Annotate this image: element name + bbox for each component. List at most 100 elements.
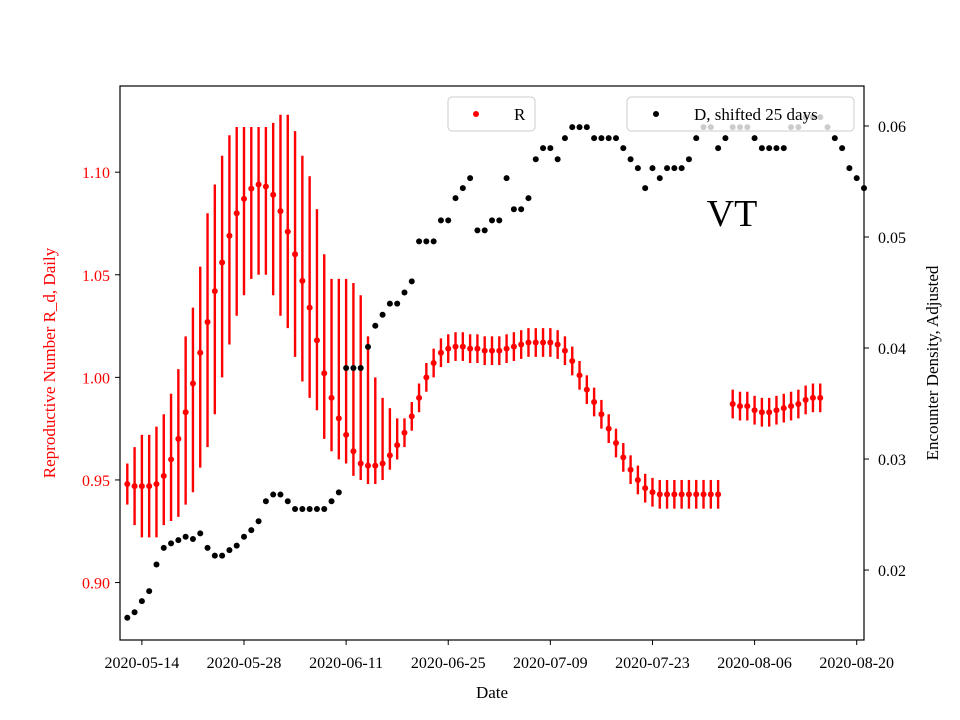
y-right-tick-label: 0.03: [878, 452, 906, 469]
legend-r-marker: [473, 111, 479, 117]
r-point: [241, 195, 247, 202]
d-point: [146, 588, 153, 595]
d-point: [386, 300, 393, 307]
r-point: [175, 435, 182, 442]
d-point: [233, 542, 240, 549]
d-point: [540, 145, 547, 152]
r-point: [124, 481, 131, 488]
r-point: [788, 403, 795, 410]
r-point: [189, 380, 196, 387]
y-right-tick-label: 0.05: [878, 230, 906, 247]
d-point: [328, 498, 335, 505]
d-point: [365, 343, 371, 350]
d-point: [532, 156, 539, 163]
r-point: [751, 407, 758, 414]
r-point: [496, 347, 503, 354]
r-point: [430, 360, 437, 366]
r-point: [729, 401, 736, 408]
d-point: [343, 364, 350, 371]
r-point: [715, 491, 722, 498]
r-point: [481, 347, 488, 354]
r-point: [401, 429, 408, 436]
d-point: [664, 165, 671, 172]
r-point: [613, 440, 619, 447]
x-tick-label: 2020-07-23: [615, 655, 690, 672]
r-point: [211, 288, 218, 295]
r-point: [576, 372, 583, 379]
d-point: [569, 124, 576, 131]
legend-d-label: D, shifted 25 days: [694, 105, 818, 124]
r-point: [277, 208, 284, 215]
r-point: [248, 185, 255, 192]
r-point: [817, 394, 824, 401]
d-point: [685, 156, 692, 163]
d-point: [168, 540, 175, 547]
d-point: [452, 195, 459, 202]
r-point: [802, 396, 809, 403]
d-point: [722, 135, 729, 142]
r-point: [685, 491, 692, 498]
y-axis-right-label: Encounter Density, Adjusted: [923, 265, 942, 460]
d-point: [182, 533, 189, 540]
d-point: [642, 185, 649, 192]
r-point: [664, 491, 671, 498]
r-point: [270, 191, 277, 198]
r-point: [416, 394, 423, 401]
d-point: [357, 364, 364, 371]
r-point: [547, 339, 554, 346]
r-point: [795, 401, 802, 408]
d-point: [620, 145, 627, 152]
r-point: [437, 349, 444, 356]
r-point: [467, 345, 474, 352]
x-axis: 2020-05-14 2020-05-28 2020-06-11 2020-06-25…: [105, 640, 894, 672]
d-point: [678, 165, 685, 172]
d-point: [613, 135, 619, 142]
y-left-tick-label: 1.00: [82, 370, 110, 387]
r-point: [634, 476, 641, 483]
r-point: [598, 411, 605, 418]
y-right-tick-label: 0.04: [878, 341, 906, 358]
d-point: [160, 544, 167, 551]
d-point: [773, 145, 780, 152]
d-point: [758, 145, 765, 152]
d-point: [292, 505, 299, 512]
r-point: [693, 491, 700, 498]
r-point: [707, 491, 714, 498]
d-point: [766, 145, 773, 152]
y-right-tick-label: 0.02: [878, 563, 906, 580]
r-point: [313, 337, 320, 344]
d-point: [459, 185, 466, 192]
r-point: [350, 448, 357, 455]
x-tick-label: 2020-08-20: [819, 655, 894, 672]
x-tick-label: 2020-07-09: [513, 655, 588, 672]
r-point: [255, 181, 262, 188]
d-point: [598, 135, 605, 142]
r-point: [365, 462, 371, 469]
r-point: [554, 341, 561, 348]
x-tick-label: 2020-06-25: [411, 655, 486, 672]
legend-d-marker: [653, 111, 659, 117]
d-point: [627, 156, 634, 163]
r-point: [591, 398, 598, 405]
d-point: [153, 561, 160, 568]
r-point: [671, 491, 678, 498]
d-point: [780, 145, 787, 152]
d-point: [219, 552, 226, 559]
d-point: [853, 175, 860, 182]
r-point: [284, 228, 291, 235]
d-point: [306, 505, 313, 512]
d-point: [189, 535, 196, 542]
d-point: [671, 165, 678, 172]
d-point: [510, 206, 517, 213]
r-point: [510, 343, 517, 350]
r-point: [809, 394, 816, 401]
x-axis-label: Date: [476, 683, 508, 702]
r-point: [306, 304, 313, 311]
d-point: [408, 278, 415, 285]
r-point: [262, 183, 269, 190]
d-point: [656, 175, 663, 182]
x-tick-label: 2020-08-06: [717, 655, 792, 672]
d-point: [197, 530, 204, 537]
r-point: [138, 483, 145, 490]
d-point: [138, 598, 145, 605]
